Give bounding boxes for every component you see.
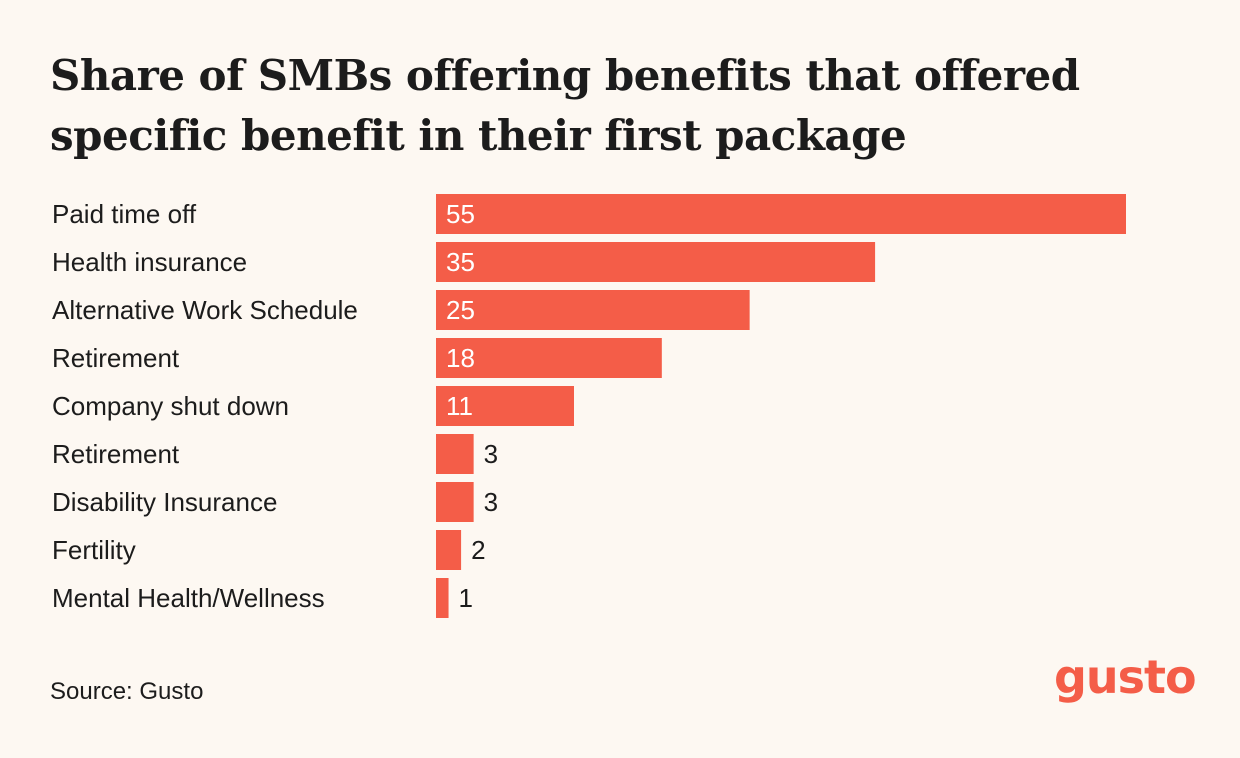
- bar: [436, 530, 462, 570]
- category-label: Retirement: [52, 343, 180, 373]
- bar-chart: Paid time off 55 Health insurance 35 Alterna…: [52, 194, 1126, 618]
- category-label: Health insurance: [52, 247, 247, 277]
- category-label: Alternative Work Schedule: [52, 295, 358, 325]
- category-label: Paid time off: [52, 199, 197, 229]
- source-note: Source: Gusto: [50, 678, 204, 705]
- chart-title: Share of SMBs offering benefits that off…: [50, 51, 1080, 160]
- bar: [436, 578, 449, 618]
- bar: [436, 434, 474, 474]
- value-label: 3: [484, 487, 498, 517]
- gusto-logo: gusto: [1054, 650, 1197, 704]
- value-label: 1: [459, 583, 473, 613]
- bar: [436, 338, 662, 378]
- category-label: Disability Insurance: [52, 487, 277, 517]
- value-label: 35: [446, 247, 475, 277]
- value-label: 11: [446, 391, 473, 421]
- category-label: Mental Health/Wellness: [52, 583, 325, 613]
- value-label: 55: [446, 199, 475, 229]
- bar: [436, 482, 474, 522]
- value-label: 2: [471, 535, 485, 565]
- category-label: Fertility: [52, 535, 136, 565]
- bar: [436, 194, 1126, 234]
- bar: [436, 290, 750, 330]
- category-label: Retirement: [52, 439, 180, 469]
- bar: [436, 386, 574, 426]
- bar: [436, 242, 876, 282]
- category-label: Company shut down: [52, 391, 289, 421]
- value-label: 25: [446, 295, 475, 325]
- value-label: 3: [484, 439, 498, 469]
- value-label: 18: [446, 343, 475, 373]
